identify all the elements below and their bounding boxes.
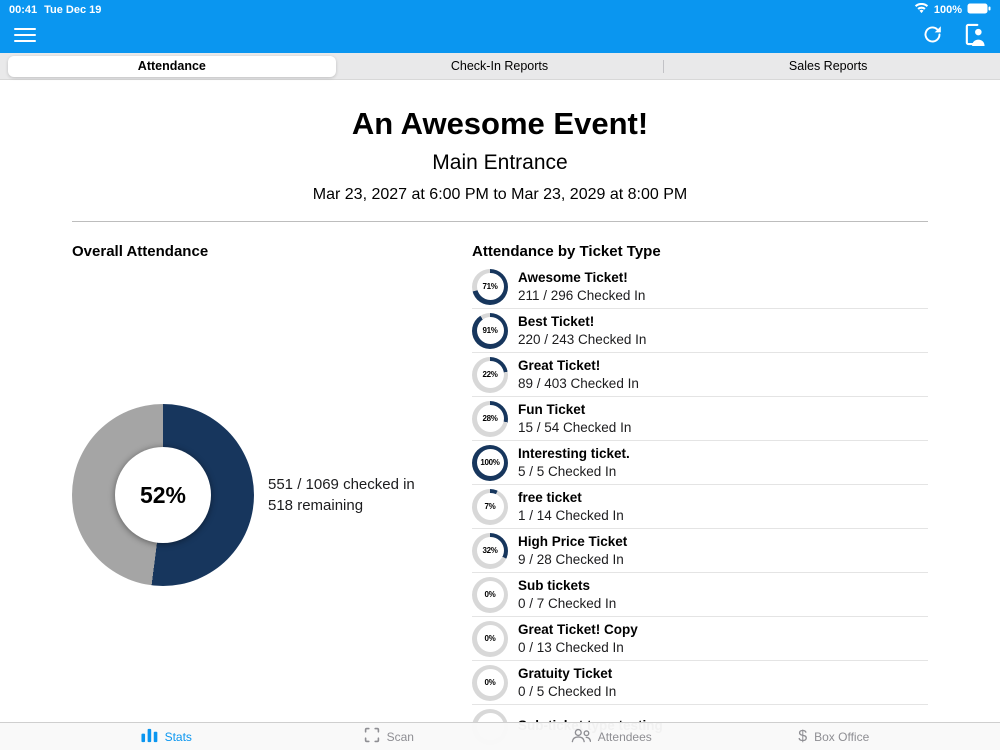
status-bar: 00:41 Tue Dec 19 100% [0,0,1000,19]
header-divider [72,221,928,222]
overall-percent-label: 52% [139,481,187,508]
tab-box-office[interactable]: $ Box Office [723,723,946,750]
bar-chart-icon [141,728,158,746]
ticket-name: Great Ticket! [518,358,601,373]
menu-button[interactable] [14,27,36,46]
wifi-icon [914,2,929,17]
overall-attendance-section: Overall Attendance 52% 551 / 1069 checke… [72,243,472,749]
ticket-row: 91% Best Ticket! 220 / 243 Checked In [472,309,928,353]
nav-bar [0,19,1000,53]
battery-icon [967,3,991,17]
overall-donut-center: 52% [115,447,211,543]
bottom-tab-bar: Stats Scan Attendees $ Box Office [0,722,1000,750]
ticket-checked-in: 0 / 13 Checked In [518,640,624,655]
ticket-percent-donut: 7% [472,488,508,525]
ticket-checked-in: 9 / 28 Checked In [518,552,624,567]
ticket-row: 0% Sub tickets 0 / 7 Checked In [472,573,928,617]
dollar-icon: $ [798,727,808,745]
ticket-checked-in: 1 / 14 Checked In [518,508,624,523]
tab-check-in-reports[interactable]: Check-In Reports [336,56,664,77]
ticket-type-section: Attendance by Ticket Type 71% Awesome Ti… [472,243,928,749]
ticket-row: 0% Great Ticket! Copy 0 / 13 Checked In [472,617,928,661]
ticket-name: free ticket [518,490,582,505]
hamburger-icon [14,27,36,46]
ticket-percent-label: 32% [476,537,504,564]
tab-stats[interactable]: Stats [55,723,278,750]
event-title: An Awesome Event! [351,106,649,141]
overall-attendance-donut: 52% [72,404,254,586]
ticket-percent-donut: 71% [472,268,508,305]
event-location: Main Entrance [432,151,568,174]
ticket-percent-label: 0% [476,625,504,652]
ticket-row: 71% Awesome Ticket! 211 / 296 Checked In [472,265,928,309]
ticket-percent-donut: 22% [472,356,508,393]
overall-attendance-heading: Overall Attendance [72,243,209,260]
ticket-percent-donut: 0% [472,620,508,657]
ticket-checked-in: 0 / 5 Checked In [518,684,617,699]
ticket-percent-donut: 100% [472,444,508,481]
ticket-checked-in: 89 / 403 Checked In [518,376,639,391]
ticket-percent-label: 28% [476,405,504,432]
attendance-report: An Awesome Event! Main Entrance Mar 23, … [0,80,1000,749]
ticket-row: 22% Great Ticket! 89 / 403 Checked In [472,353,928,397]
ticket-checked-in: 15 / 54 Checked In [518,420,632,435]
ticket-name: Great Ticket! Copy [518,622,638,637]
status-time: 00:41 [9,3,38,16]
ticket-checked-in: 211 / 296 Checked In [518,288,646,303]
tab-attendance[interactable]: Attendance [8,55,336,77]
people-icon [571,728,591,746]
ticket-percent-donut: 91% [472,312,508,349]
ticket-row: 0% Gratuity Ticket 0 / 5 Checked In [472,661,928,705]
tab-label: Scan [386,729,414,744]
ticket-percent-donut: 28% [472,400,508,437]
ticket-list: 71% Awesome Ticket! 211 / 296 Checked In… [472,265,928,749]
tab-label: Stats [164,729,192,744]
ticket-percent-label: 0% [476,581,504,608]
ticket-percent-donut: 32% [472,532,508,569]
ticket-percent-label: 7% [476,493,504,520]
ticket-percent-label: 71% [476,273,504,300]
ticket-row: 100% Interesting ticket. 5 / 5 Checked I… [472,441,928,485]
checkin-button[interactable] [963,22,986,50]
person-door-icon [963,22,986,50]
overall-remaining-label: 518 remaining [268,497,364,514]
ticket-percent-label: 91% [476,317,504,344]
tab-sales-reports[interactable]: Sales Reports [664,56,992,77]
tab-label: Box Office [814,729,870,744]
ticket-percent-donut: 0% [472,576,508,613]
tab-scan[interactable]: Scan [278,723,501,750]
overall-checked-in-label: 551 / 1069 checked in [268,476,415,493]
ticket-row: 28% Fun Ticket 15 / 54 Checked In [472,397,928,441]
scan-viewfinder-icon [364,727,380,746]
ticket-type-heading: Attendance by Ticket Type [472,243,661,260]
ticket-name: Gratuity Ticket [518,666,613,681]
ticket-row: 7% free ticket 1 / 14 Checked In [472,485,928,529]
tab-attendees[interactable]: Attendees [500,723,723,750]
ticket-name: Awesome Ticket! [518,270,628,285]
battery-percent: 100% [933,3,962,16]
ticket-checked-in: 5 / 5 Checked In [518,464,617,479]
ticket-percent-label: 22% [476,361,504,388]
report-segmented-control: Attendance Check-In Reports Sales Report… [0,53,1000,80]
event-dates: Mar 23, 2027 at 6:00 PM to Mar 23, 2029 … [312,186,688,203]
ticket-name: Best Ticket! [518,314,595,329]
ticket-name: Sub tickets [518,578,591,593]
ticket-row: 32% High Price Ticket 9 / 28 Checked In [472,529,928,573]
ticket-percent-donut: 0% [472,664,508,701]
ticket-name: High Price Ticket [518,534,628,549]
refresh-icon [922,24,943,48]
ticket-percent-label: 0% [476,669,504,696]
refresh-button[interactable] [922,24,943,48]
tab-label: Attendees [597,729,652,744]
ticket-checked-in: 0 / 7 Checked In [518,596,617,611]
segment-divider [663,59,665,73]
ticket-name: Fun Ticket [518,402,586,417]
ticket-checked-in: 220 / 243 Checked In [518,332,647,347]
ticket-percent-label: 100% [476,449,504,476]
status-date: Tue Dec 19 [44,3,102,16]
ticket-name: Interesting ticket. [518,446,630,461]
